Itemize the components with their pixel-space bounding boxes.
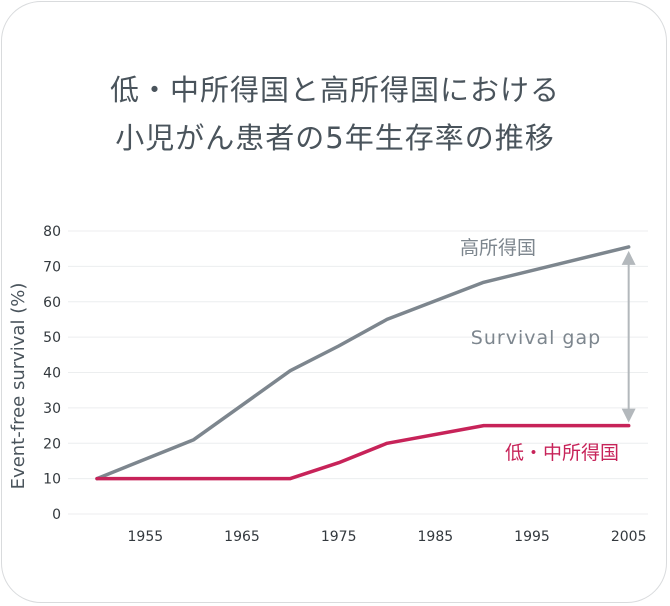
series-label-low-middle-income: 低・中所得国 xyxy=(505,442,619,464)
series-line-high-income xyxy=(95,245,631,481)
y-tick-label: 40 xyxy=(43,366,61,382)
x-tick-label: 1985 xyxy=(418,529,454,545)
y-tick-label: 70 xyxy=(43,259,61,275)
y-tick-label: 50 xyxy=(43,330,61,346)
y-tick-label: 20 xyxy=(43,436,61,452)
x-tick-label: 2005 xyxy=(611,529,647,545)
x-tick-label: 1955 xyxy=(128,529,164,545)
chart-title: 低・中所得国と高所得国における 小児がん患者の5年生存率の推移 xyxy=(0,66,670,162)
x-tick-label: 1965 xyxy=(224,529,260,545)
y-axis-title: Event-free survival (%) xyxy=(8,283,29,490)
chart-title-line-2: 小児がん患者の5年生存率の推移 xyxy=(115,121,555,155)
y-tick-label: 60 xyxy=(43,295,61,311)
y-axis-ticks: 0 10 20 30 40 50 60 70 80 xyxy=(43,224,61,523)
y-tick-label: 0 xyxy=(52,507,61,523)
y-tick-label: 10 xyxy=(43,472,61,488)
x-tick-label: 1975 xyxy=(321,529,357,545)
chart-title-line-1: 低・中所得国と高所得国における xyxy=(109,73,560,107)
grid-lines xyxy=(68,230,648,515)
y-tick-label: 80 xyxy=(43,224,61,240)
series-label-high-income: 高所得国 xyxy=(460,237,536,259)
y-tick-label: 30 xyxy=(43,401,61,417)
survival-gap-label: Survival gap xyxy=(471,327,601,349)
series-line-low-middle-income xyxy=(95,423,631,481)
series-lines xyxy=(95,245,631,481)
x-axis-ticks: 1955 1965 1975 1985 1995 2005 xyxy=(128,529,647,545)
x-tick-label: 1995 xyxy=(514,529,550,545)
